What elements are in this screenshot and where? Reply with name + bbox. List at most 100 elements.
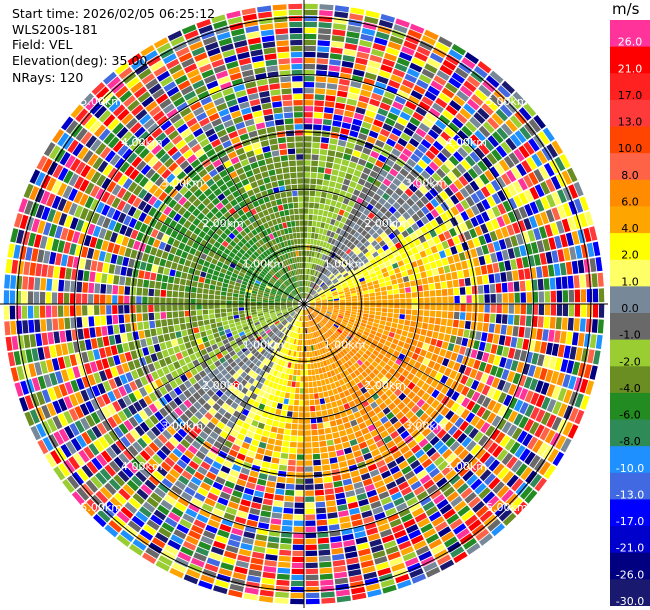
velocity-gate bbox=[401, 465, 412, 475]
velocity-gate bbox=[327, 150, 336, 157]
velocity-gate bbox=[320, 585, 335, 592]
velocity-gate bbox=[95, 188, 106, 201]
velocity-gate bbox=[13, 351, 22, 366]
velocity-gate bbox=[317, 34, 331, 41]
velocity-gate bbox=[227, 539, 241, 548]
velocity-gate bbox=[555, 317, 562, 330]
velocity-gate bbox=[270, 518, 282, 525]
velocity-gate bbox=[357, 309, 364, 313]
velocity-gate bbox=[391, 279, 398, 285]
velocity-gate bbox=[579, 274, 586, 288]
velocity-gate bbox=[377, 342, 384, 349]
velocity-gate bbox=[232, 304, 238, 308]
velocity-gate bbox=[183, 380, 192, 389]
velocity-gate bbox=[308, 296, 313, 300]
velocity-gate bbox=[202, 530, 216, 540]
velocity-gate bbox=[387, 41, 402, 51]
velocity-gate bbox=[207, 451, 217, 460]
velocity-gate bbox=[458, 465, 470, 477]
velocity-gate bbox=[411, 353, 419, 361]
velocity-gate bbox=[238, 307, 245, 311]
velocity-gate bbox=[265, 359, 271, 366]
velocity-gate bbox=[57, 167, 69, 181]
velocity-gate bbox=[346, 226, 353, 233]
velocity-gate bbox=[174, 501, 187, 512]
velocity-gate bbox=[282, 294, 288, 298]
velocity-gate bbox=[113, 324, 120, 334]
velocity-gate bbox=[258, 522, 270, 530]
velocity-gate bbox=[441, 147, 452, 159]
velocity-gate bbox=[233, 364, 241, 372]
velocity-gate bbox=[493, 463, 505, 476]
velocity-gate bbox=[466, 440, 477, 452]
velocity-gate bbox=[226, 300, 232, 304]
velocity-gate bbox=[427, 276, 434, 284]
velocity-gate bbox=[502, 293, 508, 303]
velocity-gate bbox=[406, 68, 420, 78]
velocity-gate bbox=[242, 265, 249, 271]
velocity-gate bbox=[383, 420, 392, 430]
velocity-gate bbox=[498, 159, 510, 172]
velocity-gate bbox=[236, 368, 244, 375]
velocity-gate bbox=[86, 387, 95, 400]
velocity-gate bbox=[445, 272, 452, 281]
velocity-gate bbox=[349, 341, 355, 348]
velocity-gate bbox=[108, 264, 116, 274]
velocity-gate bbox=[319, 440, 327, 447]
velocity-gate bbox=[113, 426, 124, 439]
velocity-gate bbox=[304, 424, 311, 430]
velocity-gate bbox=[483, 313, 490, 323]
velocity-gate bbox=[424, 366, 433, 376]
velocity-gate bbox=[144, 329, 151, 338]
velocity-gate bbox=[432, 331, 439, 339]
velocity-gate bbox=[425, 506, 439, 517]
velocity-gate bbox=[489, 70, 504, 84]
velocity-gate bbox=[306, 250, 310, 257]
velocity-gate bbox=[157, 334, 165, 343]
velocity-gate bbox=[353, 362, 360, 369]
velocity-gate bbox=[339, 295, 345, 299]
velocity-gate bbox=[95, 272, 102, 283]
velocity-gate bbox=[292, 411, 299, 418]
velocity-gate bbox=[381, 376, 389, 384]
velocity-gate bbox=[445, 143, 456, 154]
velocity-gate bbox=[35, 423, 47, 438]
velocity-gate bbox=[510, 337, 518, 348]
velocity-gate bbox=[86, 461, 99, 475]
velocity-gate bbox=[375, 307, 382, 312]
velocity-gate bbox=[202, 294, 209, 299]
velocity-gate bbox=[310, 417, 317, 424]
velocity-gate bbox=[316, 304, 322, 306]
velocity-gate bbox=[323, 391, 329, 398]
velocity-gate bbox=[77, 269, 84, 281]
velocity-gate bbox=[421, 68, 435, 79]
velocity-gate bbox=[482, 397, 492, 408]
velocity-gate bbox=[49, 372, 58, 386]
velocity-gate bbox=[336, 386, 343, 393]
velocity-gate bbox=[430, 245, 438, 254]
velocity-gate bbox=[484, 169, 495, 182]
velocity-gate bbox=[315, 495, 325, 502]
velocity-gate bbox=[349, 331, 356, 337]
velocity-gate bbox=[444, 367, 452, 377]
velocity-gate bbox=[197, 388, 206, 397]
velocity-gate bbox=[316, 302, 322, 304]
velocity-gate bbox=[161, 251, 169, 260]
velocity-gate bbox=[198, 325, 206, 332]
velocity-gate bbox=[369, 247, 377, 254]
velocity-gate bbox=[445, 399, 455, 409]
velocity-gate bbox=[383, 475, 394, 485]
velocity-gate bbox=[381, 290, 387, 296]
velocity-gate bbox=[287, 308, 293, 311]
velocity-gate bbox=[445, 82, 458, 94]
velocity-gate bbox=[209, 318, 216, 324]
velocity-gate bbox=[325, 313, 331, 318]
velocity-gate bbox=[513, 208, 522, 221]
velocity-gate bbox=[336, 373, 342, 381]
velocity-gate bbox=[389, 245, 397, 253]
velocity-gate bbox=[305, 322, 307, 328]
velocity-gate bbox=[173, 386, 183, 396]
velocity-gate bbox=[304, 364, 308, 370]
velocity-gate bbox=[62, 185, 73, 199]
velocity-gate bbox=[358, 192, 367, 200]
